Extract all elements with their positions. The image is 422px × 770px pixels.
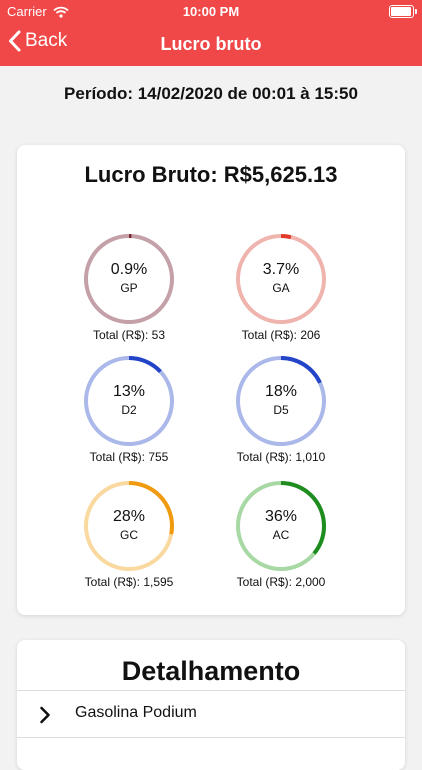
- gauge-total: Total (R$): 2,000: [236, 575, 326, 589]
- gauge-ring: [84, 356, 174, 446]
- back-button[interactable]: Back: [8, 30, 67, 52]
- gauge-total: Total (R$): 755: [89, 450, 169, 464]
- gauge-code: GP: [120, 281, 138, 295]
- carrier-label: Carrier: [7, 4, 47, 19]
- gauge-d2: 13% D2 Total (R$): 755: [54, 355, 204, 470]
- gauge-d5: 18% D5 Total (R$): 1,010: [206, 355, 356, 470]
- gauge-code: AC: [272, 528, 290, 542]
- gauge-ring: [84, 234, 174, 324]
- carrier-indicator: Carrier: [7, 4, 69, 19]
- gauge-code: D5: [273, 403, 289, 417]
- gauge-percent: 36%: [264, 508, 298, 525]
- gauge-code: D2: [121, 403, 137, 417]
- gauge-code: GC: [120, 528, 138, 542]
- wifi-icon: [53, 6, 69, 18]
- gauge-code: GA: [272, 281, 290, 295]
- gauge-percent: 0.9%: [110, 261, 148, 278]
- page-title: Lucro bruto: [160, 34, 262, 54]
- back-label: Back: [25, 30, 68, 51]
- status-time: 10:00 PM: [182, 4, 240, 19]
- summary-title: Lucro Bruto: R$5,625.13: [84, 162, 338, 187]
- status-bar: Carrier 10:00 PM: [0, 0, 422, 22]
- details-row-label: Gasolina Podium: [75, 704, 197, 721]
- chevron-right-icon: [40, 706, 50, 724]
- gauge-total: Total (R$): 53: [92, 328, 166, 342]
- gauge-ga: 3.7% GA Total (R$): 206: [206, 233, 356, 348]
- gauge-percent: 18%: [264, 383, 298, 400]
- gauge-percent: 13%: [112, 383, 146, 400]
- period-label: Período: 14/02/2020 de 00:01 à 15:50: [64, 84, 358, 103]
- details-card: Detalhamento Gasolina Podium: [17, 640, 405, 770]
- gauge-gp: 0.9% GP Total (R$): 53: [54, 233, 204, 348]
- gauge-ring: [84, 481, 174, 571]
- gauge-percent: 3.7%: [262, 261, 300, 278]
- details-title: Detalhamento: [121, 656, 301, 686]
- details-row-gasolina-podium[interactable]: Gasolina Podium: [17, 690, 405, 738]
- chevron-left-icon: [9, 30, 21, 52]
- summary-card: Lucro Bruto: R$5,625.13 0.9% GP Total (R…: [17, 145, 405, 615]
- gauge-total: Total (R$): 206: [241, 328, 321, 342]
- navigation-bar: Back Lucro bruto: [0, 22, 422, 66]
- gauge-ac: 36% AC Total (R$): 2,000: [206, 480, 356, 595]
- battery-icon: [389, 5, 417, 18]
- gauge-gc: 28% GC Total (R$): 1,595: [54, 480, 204, 595]
- gauge-total: Total (R$): 1,010: [236, 450, 326, 464]
- gauge-ring: [236, 356, 326, 446]
- gauge-ring: [236, 481, 326, 571]
- gauge-ring: [236, 234, 326, 324]
- gauge-total: Total (R$): 1,595: [84, 575, 174, 589]
- gauge-percent: 28%: [112, 508, 146, 525]
